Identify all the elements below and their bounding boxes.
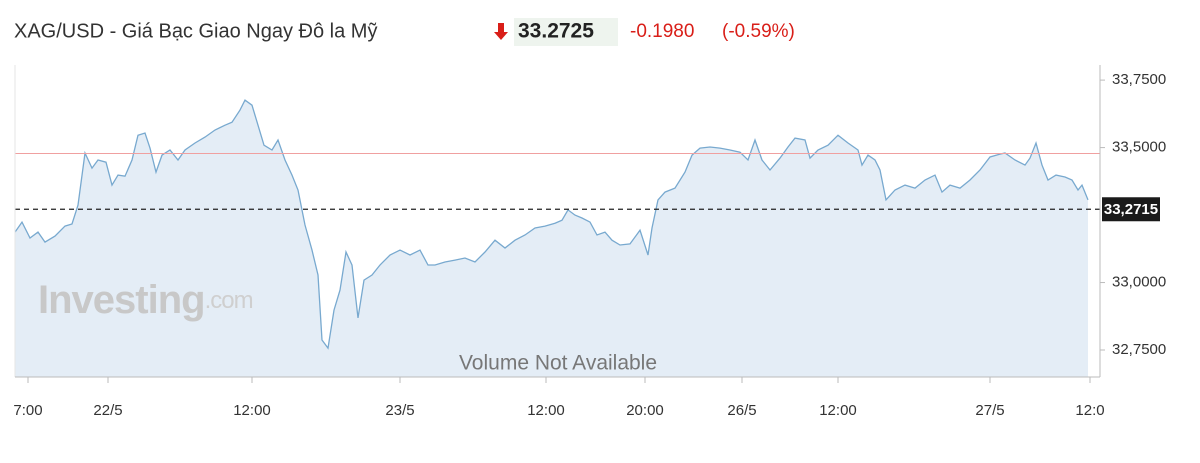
x-tick-label: 22/5: [93, 402, 122, 419]
x-tick-label: 12:00: [527, 402, 565, 419]
volume-note: Volume Not Available: [459, 352, 657, 375]
price-change: -0.1980: [630, 21, 694, 42]
x-tick-label: 20:00: [626, 402, 664, 419]
x-tick-label: 7:00: [13, 402, 42, 419]
price-background: [514, 18, 618, 46]
watermark-suffix: .com: [205, 287, 253, 314]
x-tick-label: 12:00: [233, 402, 271, 419]
y-tick-label: 33,0000: [1112, 274, 1166, 291]
current-price-label: 33,2715: [1104, 201, 1158, 218]
x-tick-label: 26/5: [727, 402, 756, 419]
y-tick-label: 33,5000: [1112, 139, 1166, 156]
y-tick-label: 32,7500: [1112, 341, 1166, 358]
x-tick-label: 12:00: [819, 402, 857, 419]
x-tick-label: 23/5: [385, 402, 414, 419]
price: 33.2725: [518, 20, 594, 43]
watermark: Investing.com: [38, 278, 253, 322]
current-price-box: [1102, 197, 1160, 222]
price-change-percent: (-0.59%): [722, 21, 795, 42]
down-arrow: [494, 23, 508, 40]
y-tick-label: 33,7500: [1112, 71, 1166, 88]
x-tick-label: 27/5: [975, 402, 1004, 419]
watermark-brand: Investing: [38, 278, 205, 322]
instrument-title: XAG/USD - Giá Bạc Giao Ngay Đô la Mỹ: [14, 20, 377, 42]
area-fill: [15, 100, 1088, 377]
x-tick-label: 12:0: [1075, 402, 1104, 419]
price-line: [14, 99, 1089, 350]
